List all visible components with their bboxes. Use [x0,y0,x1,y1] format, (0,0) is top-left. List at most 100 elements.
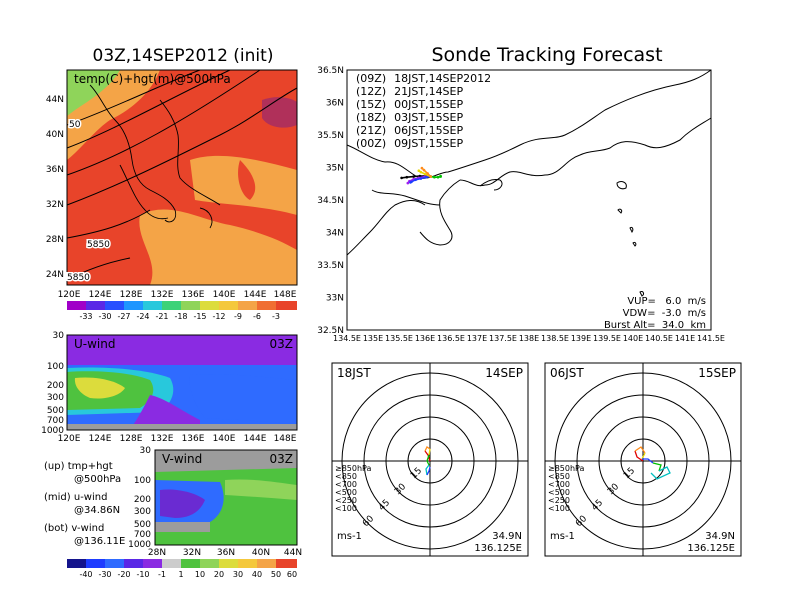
colorbar-swatch [200,559,219,568]
coastline [459,117,712,187]
level-label: <100 [335,504,357,513]
track-point [406,181,410,185]
polar-time-right: 14SEP [485,366,523,380]
coastline [419,179,461,246]
note-up-tag: (up) tmp+hgt [44,461,113,472]
xtick-label: 140E [213,434,236,444]
track-line [421,167,432,178]
track-point [405,175,409,179]
hodo-segment [426,454,430,466]
coastline [89,84,177,223]
temp-frame [66,69,298,286]
colorbar-label: -30 [98,570,111,579]
ytick-label: 28N [46,235,64,245]
map-ytick-label: 36.5N [317,66,344,76]
level-label: <250 [548,496,570,505]
polar-rings [545,363,741,556]
colorbar-swatch [162,559,181,568]
xtick-label: 32N [183,548,201,558]
ytick-label: 1000 [128,540,151,550]
xtick-label: 124E [89,290,112,300]
colorbar-swatch [105,301,124,310]
uwind-frame [66,334,298,431]
contour-line [66,257,131,281]
map-xtick-label: 136.5E [437,334,465,343]
map-ytick-label: 35N [326,164,344,174]
temp-xticks: 120E 124E 128E 132E 136E 140E 144E 148E [58,290,297,300]
coastline [119,164,169,220]
vwind-gray [155,450,297,472]
xtick-label: 40N [252,548,270,558]
uwind-time: 03Z [270,337,294,351]
hodograph [424,446,431,476]
temp-field-cold [262,97,297,128]
coastline [159,99,221,206]
ytick-label: 500 [134,520,151,530]
colorbar-label: 1 [178,570,183,579]
xtick-label: 128E [120,290,143,300]
xtick-label: 144E [244,290,267,300]
vdw-text: VDW= -3.0 m/s [623,308,706,319]
colorbar-swatch [67,559,86,568]
colorbar-label: -33 [79,312,92,321]
polar-lon: 136.125E [687,543,735,554]
hodo-segment [634,450,644,462]
colorbar-label: -27 [117,312,130,321]
polar-time-left: 18JST [337,366,371,380]
colorbar-label: -3 [272,312,280,321]
xtick-label: 136E [182,290,205,300]
colorbar-label: 50 [271,570,281,579]
hodo-segment [650,466,671,480]
colorbar-swatch [276,301,297,310]
legend-entry-09z: (09Z) 18JST,14SEP2012 [356,72,491,85]
xtick-label: 136E [182,434,205,444]
hodo-segment [426,466,431,476]
colorbar-label: 40 [252,570,262,579]
colorbar-label: -20 [117,570,130,579]
hodo-segment [428,448,431,456]
level-label: ≥850hPa [548,464,585,473]
map-yticks: 32.5N 33N 33.5N 34N 34.5N 35N 35.5N 36N 36.5N [317,66,344,336]
ytick-label: 200 [47,381,64,391]
colorbar-swatch [181,559,200,568]
level-label: <500 [335,488,357,497]
level-label: ≥850hPa [335,464,372,473]
xtick-label: 140E [213,290,236,300]
uwind-panel: U-wind 03Z 30 100 200 300 500 700 1000 1… [41,331,298,444]
legend-notes: (up) tmp+hgt @500hPa (mid) u-wind @34.86… [44,461,125,547]
track-point [412,175,415,178]
islands [617,208,644,297]
legend-entry-21z: (21Z) 06JST,15SEP [356,124,463,137]
map-xtick-label: 135.5E [385,334,413,343]
level-label: <700 [335,480,357,489]
ytick-label: 200 [134,495,151,505]
hodo-segment [652,462,662,472]
wind-colorbar: -40 -30 -20 -10 -1 1 10 20 30 40 50 60 [67,559,297,579]
map-xtick-label: 140E [623,334,643,343]
ytick-label: 100 [134,476,151,486]
note-bot-tag: (bot) v-wind [44,523,104,534]
ytick-label: 500 [47,406,64,416]
ytick-label: 1000 [41,426,64,436]
island [629,226,634,233]
coastline [346,69,712,179]
track-point [419,177,423,180]
map-ytick-label: 33N [326,294,344,304]
track-point [439,174,442,178]
polar-time-left: 06JST [550,366,584,380]
init-title: 03Z,14SEP2012 (init) [93,46,274,66]
colorbar-swatch [238,559,257,568]
temp-label: temp(C)+hgt(m)@500hPa [74,72,231,86]
colorbar-label: 60 [287,570,297,579]
map-xtick-label: 141.5E [697,334,725,343]
colorbar-swatch [86,301,105,310]
polar-panel-1: 15 30 45 60 18JST 14SEP ≥850hPa <850 <70… [331,362,529,557]
xtick-label: 44N [284,548,302,558]
hodo-segment [642,458,654,464]
map-frame [346,69,712,331]
coastline [346,200,426,256]
polar-lat: 34.9N [492,531,522,542]
note-up-sub: @500hPa [74,474,121,485]
ytick-label: 30 [53,331,65,341]
island [632,241,637,247]
